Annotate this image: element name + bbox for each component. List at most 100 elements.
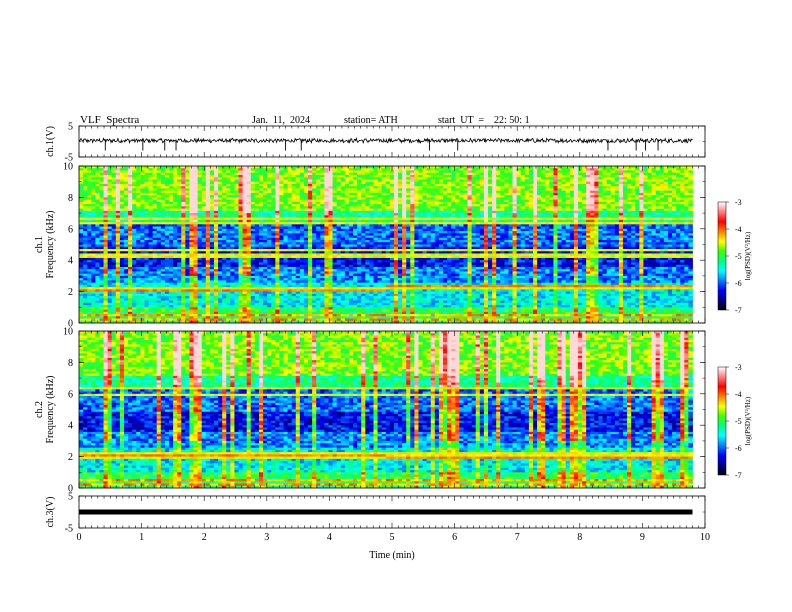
spectrogram-cell	[447, 199, 452, 203]
spectrogram-cell	[524, 208, 530, 212]
spectrogram-cell	[627, 208, 632, 212]
spectrogram-cell	[177, 208, 182, 212]
spectrogram-cell	[594, 179, 599, 183]
spectrogram-cell	[328, 231, 333, 234]
spectrogram-cell	[332, 192, 338, 196]
spectrogram-cell	[402, 174, 407, 178]
spectrogram-cell	[688, 215, 693, 218]
spectrogram-cell	[471, 224, 477, 227]
spectrogram-cell	[553, 174, 558, 178]
spectrogram-cell	[373, 177, 378, 180]
spectrogram-cell	[557, 186, 562, 189]
spectrogram-cell	[115, 188, 121, 192]
spectrogram-cell	[365, 179, 370, 183]
spectrogram-cell	[426, 195, 432, 198]
spectrogram-cell	[267, 179, 272, 183]
spectrogram-cell	[320, 166, 325, 169]
spectrogram-cell	[140, 174, 145, 178]
spectrogram-cell	[479, 224, 485, 227]
spectrogram-cell	[451, 215, 456, 218]
spectrogram-cell	[447, 172, 452, 176]
spectrogram-cell	[422, 166, 428, 169]
spectrogram-cell	[340, 172, 346, 176]
spectrogram-cell	[263, 172, 268, 176]
spectrogram-cell	[381, 188, 387, 192]
spectrogram-cell	[410, 168, 415, 171]
spectrogram-cell	[291, 181, 297, 185]
spectrogram-cell	[545, 188, 550, 192]
spectrogram-cell	[344, 186, 350, 189]
spectrogram-cell	[443, 179, 448, 183]
spectrogram-cell	[406, 224, 411, 227]
spectrogram-cell	[189, 186, 194, 189]
spectrogram-cell	[561, 168, 567, 171]
spectrogram-cell	[443, 195, 448, 198]
spectrogram-cell	[459, 179, 464, 183]
spectrogram-cell	[222, 224, 227, 227]
spectrogram-cell	[160, 190, 166, 194]
spectrogram-cell	[258, 215, 264, 218]
spectrogram-cell	[189, 179, 194, 183]
spectrogram-cell	[271, 188, 276, 192]
spectrogram-cell	[508, 174, 513, 178]
spectrogram-cell	[643, 224, 648, 227]
spectrogram-cell	[680, 188, 685, 192]
spectrogram-cell	[119, 199, 125, 203]
spectrogram-cell	[222, 186, 227, 189]
spectrogram-cell	[152, 179, 158, 183]
spectrogram-cell	[443, 215, 448, 218]
spectrogram-cell	[389, 177, 395, 180]
spectrogram-cell	[610, 231, 616, 234]
spectrogram-cell	[316, 215, 321, 218]
spectrogram-cell	[168, 192, 174, 196]
spectrogram-cell	[434, 192, 440, 196]
spectrogram-cell	[598, 174, 603, 178]
spectrogram-cell	[344, 183, 350, 187]
spectrogram-cell	[422, 181, 428, 185]
spectrogram-cell	[647, 199, 652, 203]
spectrogram-cell	[524, 186, 530, 189]
spectrogram-cell	[320, 177, 325, 180]
spectrogram-cell	[201, 199, 207, 203]
spectrogram-cell	[377, 174, 383, 178]
spectrogram-cell	[119, 224, 125, 227]
spectrogram-cell	[312, 208, 317, 212]
spectrogram-cell	[483, 231, 489, 234]
spectrogram-cell	[520, 231, 526, 234]
spectrogram-cell	[128, 197, 133, 201]
spectrogram-cell	[594, 195, 599, 198]
spectrogram-cell	[218, 179, 223, 183]
spectrogram-cell	[168, 166, 174, 169]
spectrogram-cell	[103, 168, 109, 171]
spectrogram-cell	[197, 224, 203, 227]
spectrogram-cell	[676, 195, 681, 198]
spectrogram-cell	[263, 188, 268, 192]
spectrogram-cell	[303, 197, 309, 201]
spectrogram-cell	[475, 172, 481, 176]
spectrogram-cell	[614, 231, 620, 234]
spectrogram-cell	[209, 224, 215, 227]
spectrogram-cell	[455, 199, 460, 203]
spectrogram-cell	[295, 172, 301, 176]
spectrogram-cell	[561, 224, 567, 227]
spectrogram-cell	[267, 186, 272, 189]
spectrogram-cell	[353, 192, 358, 196]
spectrogram-cell	[459, 195, 464, 198]
spectrogram-cell	[631, 166, 636, 169]
spectrogram-cell	[185, 197, 190, 201]
spectrogram-cell	[83, 215, 88, 218]
spectrogram-cell	[455, 179, 460, 183]
spectrogram-cell	[267, 177, 272, 180]
spectrogram-cell	[393, 177, 399, 180]
spectrogram-cell	[565, 181, 571, 185]
spectrogram-cell	[205, 224, 211, 227]
spectrogram-cell	[152, 208, 158, 212]
spectrogram-cell	[357, 215, 362, 218]
spectrogram-cell	[663, 188, 669, 192]
spectrogram-cell	[398, 170, 403, 174]
spectrogram-cell	[156, 166, 162, 169]
spectrogram-cell	[385, 172, 391, 176]
spectrogram-cell	[250, 215, 256, 218]
spectrogram-cell	[242, 190, 248, 194]
spectrogram-cell	[553, 172, 558, 176]
